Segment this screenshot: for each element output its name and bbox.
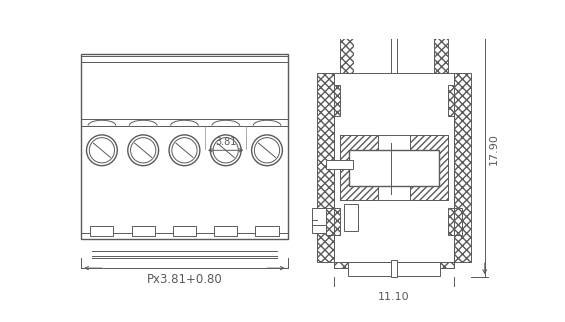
Ellipse shape — [128, 135, 159, 166]
Ellipse shape — [169, 135, 200, 166]
Polygon shape — [334, 208, 340, 235]
Ellipse shape — [210, 135, 241, 166]
Bar — [312, 208, 326, 233]
Polygon shape — [440, 262, 454, 268]
Bar — [132, 226, 155, 236]
Polygon shape — [434, 23, 448, 73]
Bar — [340, 135, 448, 200]
Bar — [326, 160, 353, 169]
Ellipse shape — [213, 138, 238, 163]
Bar — [173, 226, 196, 236]
Polygon shape — [391, 20, 397, 26]
Bar — [214, 226, 237, 236]
Polygon shape — [448, 85, 454, 116]
Bar — [255, 226, 279, 236]
Ellipse shape — [86, 135, 118, 166]
Bar — [81, 54, 288, 239]
Bar — [90, 226, 114, 236]
Polygon shape — [334, 262, 454, 276]
Text: 11.10: 11.10 — [378, 292, 410, 302]
Bar — [344, 204, 358, 231]
Ellipse shape — [251, 135, 282, 166]
Ellipse shape — [89, 138, 115, 163]
Bar — [349, 150, 438, 186]
Bar — [354, 23, 434, 73]
Polygon shape — [454, 73, 471, 262]
Polygon shape — [334, 262, 347, 268]
Text: Px3.81+0.80: Px3.81+0.80 — [146, 273, 223, 286]
Text: 3.81: 3.81 — [215, 137, 236, 147]
Text: 17.90: 17.90 — [489, 134, 498, 166]
Bar — [410, 135, 448, 200]
Ellipse shape — [254, 138, 280, 163]
Ellipse shape — [172, 138, 197, 163]
Polygon shape — [448, 208, 454, 235]
Bar — [340, 135, 378, 200]
Ellipse shape — [131, 138, 156, 163]
Polygon shape — [317, 73, 334, 262]
Polygon shape — [340, 23, 354, 73]
Bar — [391, 260, 397, 277]
Bar — [391, 26, 397, 73]
Polygon shape — [334, 85, 340, 116]
Bar — [340, 22, 448, 25]
